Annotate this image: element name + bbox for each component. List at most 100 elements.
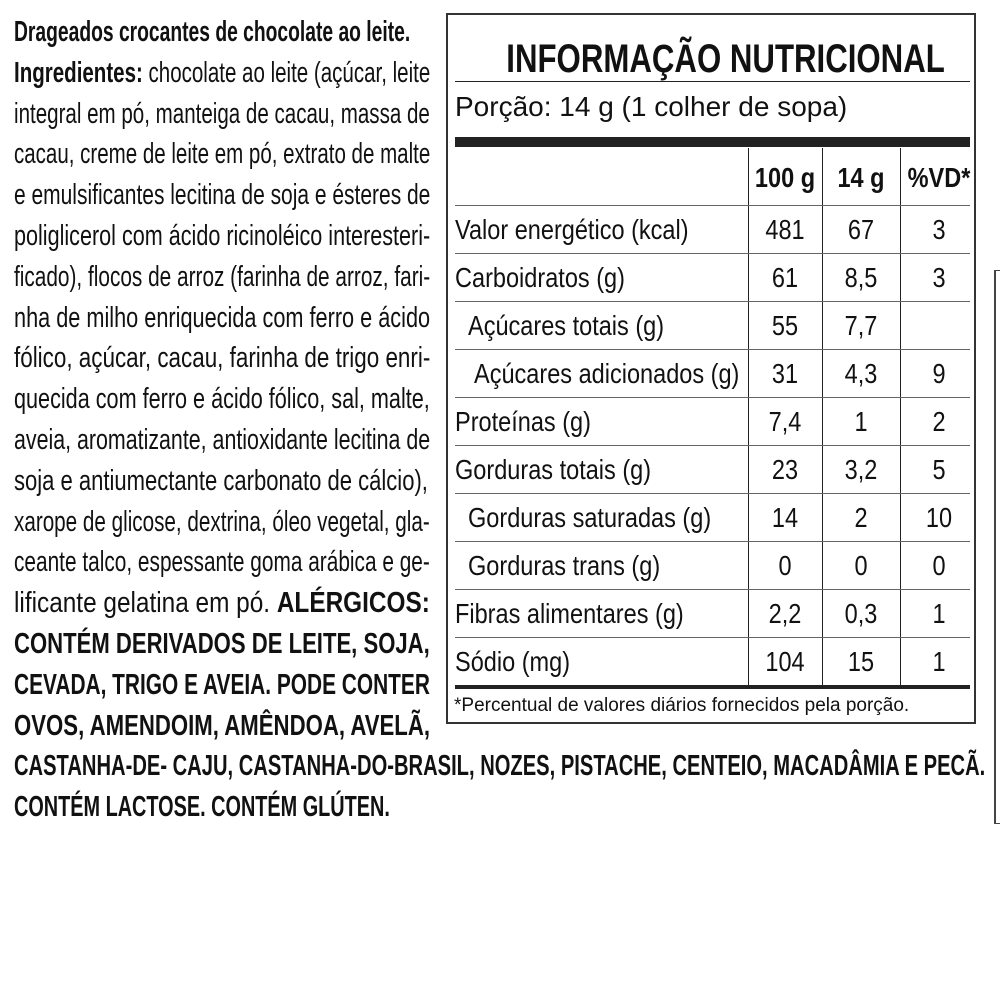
- ingredients-line: CONTÉM DERIVADOS DE LEITE, SOJA,: [14, 627, 430, 661]
- nutrient-label: Valor energético (kcal): [455, 214, 689, 245]
- nutrient-value: 31: [771, 358, 799, 389]
- column-header: 100 g: [754, 162, 816, 193]
- column-header: %VD*: [907, 162, 971, 193]
- nutrient-value: 0: [778, 550, 792, 581]
- nutrient-value: 1: [932, 598, 946, 629]
- row-divider: [455, 349, 970, 350]
- ingredients-line: cacau, creme de leite em pó, extrato de …: [14, 137, 430, 171]
- adjacent-table-edge: [994, 270, 1000, 824]
- row-divider: [455, 445, 970, 446]
- nutrient-value: 2: [854, 502, 868, 533]
- nutrient-label: Sódio (mg): [455, 646, 571, 677]
- bold-text: CASTANHA-DE- CAJU, CASTANHA-DO-BRASIL, N…: [14, 750, 986, 783]
- bold-text: Drageados crocantes de chocolate ao leit…: [14, 16, 411, 48]
- nutrition-title: INFORMAÇÃO NUTRICIONAL: [506, 37, 945, 81]
- text: chocolate ao leite (açúcar, leite: [142, 56, 431, 89]
- text: integral em pó, manteiga de cacau, massa…: [14, 97, 430, 130]
- nutrient-label: Fibras alimentares (g): [455, 598, 684, 629]
- nutrient-value: 0: [932, 550, 946, 581]
- divider: [455, 81, 970, 82]
- footnote: *Percentual de valores diários fornecido…: [454, 695, 910, 716]
- ingredients-line: CASTANHA-DE- CAJU, CASTANHA-DO-BRASIL, N…: [14, 749, 985, 783]
- ingredients-line: CONTÉM LACTOSE. CONTÉM GLÚTEN.: [14, 790, 390, 824]
- nutrient-value: 8,5: [844, 262, 878, 293]
- nutrient-value: 2: [932, 406, 946, 437]
- ingredients-line: quecida com ferro e ácido fólico, sal, m…: [14, 382, 430, 416]
- row-divider: [455, 493, 970, 494]
- column-line: [822, 148, 823, 685]
- nutrient-value: 67: [847, 214, 875, 245]
- nutrient-value: 481: [765, 214, 805, 245]
- thick-divider-bottom: [455, 685, 970, 689]
- bold-text: CEVADA, TRIGO E AVEIA. PODE CONTER: [14, 668, 430, 701]
- text: poliglicerol com ácido ricinoléico inter…: [14, 220, 431, 252]
- nutrient-value: 23: [771, 454, 799, 485]
- nutrient-label: Açúcares adicionados (g): [474, 358, 740, 389]
- row-divider: [455, 253, 970, 254]
- nutrient-value: 3: [932, 262, 946, 293]
- row-divider: [455, 541, 970, 542]
- nutrient-value: 0,3: [844, 598, 878, 629]
- text: xarope de glicose, dextrina, óleo vegeta…: [14, 505, 430, 538]
- bold-text: ALÉRGICOS:: [276, 587, 430, 620]
- nutrient-value: 15: [847, 646, 875, 677]
- row-divider: [455, 397, 970, 398]
- nutrient-value: 55: [771, 310, 799, 341]
- nutrient-label: Gorduras totais (g): [455, 454, 652, 485]
- ingredients-line: poliglicerol com ácido ricinoléico inter…: [14, 219, 430, 253]
- nutrient-label: Carboidratos (g): [455, 262, 625, 293]
- ingredients-line: xarope de glicose, dextrina, óleo vegeta…: [14, 505, 430, 539]
- ingredients-line: ficado), flocos de arroz (farinha de arr…: [14, 260, 430, 294]
- ingredients-line: Drageados crocantes de chocolate ao leit…: [14, 15, 410, 49]
- bold-text: OVOS, AMENDOIM, AMÊNDOA, AVELÃ,: [14, 709, 431, 742]
- row-divider: [455, 589, 970, 590]
- row-divider: [455, 301, 970, 302]
- nutrient-value: 9: [932, 358, 946, 389]
- nutrient-value: 14: [771, 502, 799, 533]
- nutrient-value: 5: [932, 454, 946, 485]
- nutrition-facts-table: INFORMAÇÃO NUTRICIONAL Porção: 14 g (1 c…: [446, 13, 976, 724]
- text: nha de milho enriquecida com ferro e áci…: [14, 301, 431, 334]
- column-line: [900, 148, 901, 685]
- nutrient-value: 7,7: [844, 310, 878, 341]
- bold-text: CONTÉM LACTOSE. CONTÉM GLÚTEN.: [14, 791, 390, 824]
- nutrient-label: Proteínas (g): [455, 406, 591, 437]
- text: soja e antiumectante carbonato de cálcio…: [14, 464, 428, 497]
- text: e emulsificantes lecitina de soja e éste…: [14, 179, 431, 212]
- nutrient-value: 104: [765, 646, 805, 677]
- nutrient-value: 1: [932, 646, 946, 677]
- thick-divider: [455, 137, 970, 147]
- bold-text: Ingredientes:: [14, 56, 143, 89]
- text: fólico, açúcar, cacau, farinha de trigo …: [14, 342, 431, 375]
- ingredients-line: ceante talco, espessante goma arábica e …: [14, 545, 430, 579]
- ingredients-line: OVOS, AMENDOIM, AMÊNDOA, AVELÃ,: [14, 709, 430, 743]
- nutrient-value: 7,4: [768, 406, 802, 437]
- nutrient-value: 0: [854, 550, 868, 581]
- nutrient-value: 3,2: [844, 454, 878, 485]
- nutrient-value: 1: [854, 406, 868, 437]
- nutrient-label: Gorduras trans (g): [468, 550, 661, 581]
- nutrient-value: 4,3: [844, 358, 878, 389]
- text: ceante talco, espessante goma arábica e …: [14, 546, 430, 579]
- nutrient-label: Açúcares totais (g): [468, 310, 665, 341]
- column-header: 14 g: [837, 162, 885, 193]
- portion-size: Porção: 14 g (1 colher de sopa): [455, 91, 848, 122]
- nutrient-value: 61: [771, 262, 799, 293]
- row-divider: [455, 205, 970, 206]
- ingredients-line: e emulsificantes lecitina de soja e éste…: [14, 178, 430, 212]
- nutrient-value: 3: [932, 214, 946, 245]
- ingredients-line: CEVADA, TRIGO E AVEIA. PODE CONTER: [14, 668, 430, 702]
- column-line: [748, 148, 749, 685]
- ingredients-line: fólico, açúcar, cacau, farinha de trigo …: [14, 341, 430, 375]
- bold-text: CONTÉM DERIVADOS DE LEITE, SOJA,: [14, 628, 430, 660]
- text: aveia, aromatizante, antioxidante leciti…: [14, 424, 431, 456]
- nutrient-value: 2,2: [768, 598, 802, 629]
- text: lificante gelatina em pó.: [14, 587, 277, 620]
- ingredients-line: integral em pó, manteiga de cacau, massa…: [14, 97, 430, 131]
- text: cacau, creme de leite em pó, extrato de …: [14, 138, 431, 171]
- ingredients-line: soja e antiumectante carbonato de cálcio…: [14, 464, 428, 498]
- ingredients-line: lificante gelatina em pó. ALÉRGICOS:: [14, 586, 430, 620]
- ingredients-line: aveia, aromatizante, antioxidante leciti…: [14, 423, 430, 457]
- text: ficado), flocos de arroz (farinha de arr…: [14, 260, 431, 293]
- row-divider: [455, 637, 970, 638]
